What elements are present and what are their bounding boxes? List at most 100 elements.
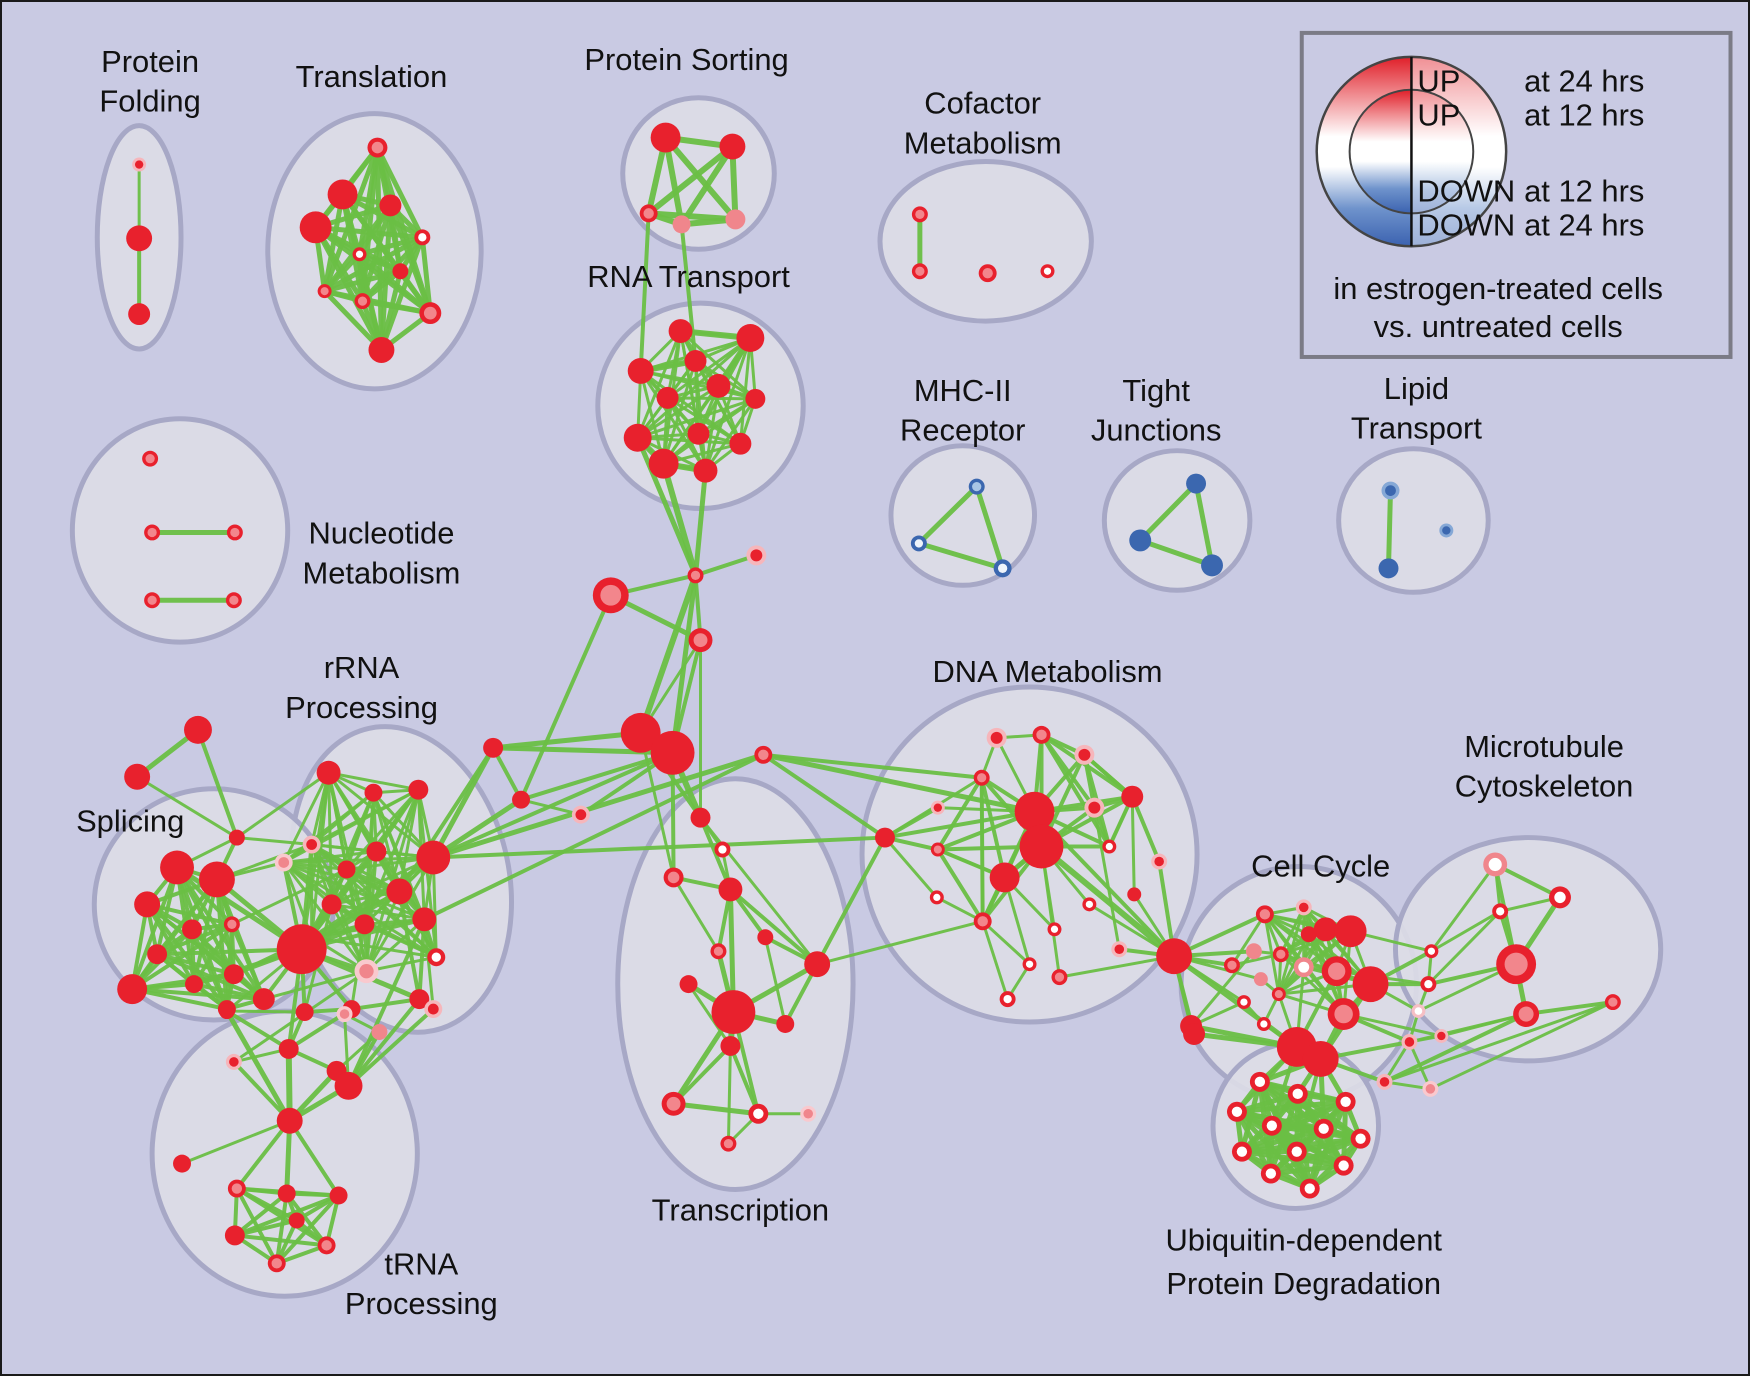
network-node (295, 1003, 314, 1022)
network-node-core (1105, 842, 1113, 851)
network-node-core (1292, 1088, 1303, 1100)
network-node (693, 458, 718, 483)
network-node-core (355, 250, 364, 258)
network-node (379, 194, 402, 217)
network-node-core (713, 946, 724, 956)
network-node-core (1338, 1160, 1349, 1171)
network-node (173, 1154, 191, 1173)
network-edge (679, 222, 698, 363)
network-node (368, 337, 395, 363)
network-node-core (134, 160, 144, 169)
network-edge (416, 788, 438, 959)
network-node (329, 1186, 348, 1205)
network-edge (672, 875, 720, 953)
network-edge (357, 234, 425, 257)
network-node-core (982, 268, 993, 279)
network-edge (180, 1119, 292, 1166)
network-edge (135, 775, 239, 840)
network-node-core (1318, 1123, 1329, 1134)
network-edge (364, 917, 426, 973)
cluster-label-trna-processing: tRNA (384, 1246, 458, 1281)
network-node-core (723, 1139, 734, 1149)
network-node-core (1227, 960, 1237, 970)
network-node (126, 225, 153, 252)
cluster-label-cofactor-metabolism: Metabolism (904, 126, 1062, 161)
cluster-label-nucleotide-metabolism: Nucleotide (308, 515, 454, 550)
network-node-core (915, 209, 925, 220)
network-node (729, 432, 752, 455)
network-edge (234, 1118, 292, 1191)
network-node-core (643, 208, 654, 219)
network-node-core (1240, 998, 1248, 1006)
network-node (299, 211, 332, 244)
network-node (745, 388, 766, 409)
network-node (1334, 915, 1367, 948)
network-edge (815, 919, 985, 966)
network-edge (1407, 1012, 1528, 1044)
network-node (364, 783, 383, 802)
network-edge (1342, 1012, 1443, 1038)
network-node-core (915, 266, 925, 276)
network-edge (287, 1118, 341, 1198)
network-node (412, 907, 437, 932)
network-node-core (147, 595, 157, 605)
cluster-label-nucleotide-metabolism: Metabolism (302, 555, 460, 590)
network-node (392, 263, 409, 280)
network-node-core (1608, 997, 1618, 1007)
network-node-core (1298, 902, 1309, 913)
network-node (416, 840, 451, 875)
network-node-core (371, 141, 384, 154)
network-edge (313, 224, 425, 240)
network-edge (282, 771, 331, 864)
cluster-label-microtubule-cytoskeleton: Microtubule (1464, 729, 1624, 764)
network-edge (195, 727, 239, 840)
cluster-labels: Protein Folding Translation Protein Sorting… (76, 42, 1633, 1321)
network-nodes (117, 122, 1621, 1273)
network-node-core (977, 916, 988, 927)
network-node (736, 324, 765, 352)
network-node (725, 209, 746, 230)
network-node-core (1340, 1096, 1351, 1107)
legend-down-12-time: at 12 hrs (1524, 173, 1644, 208)
network-node (1352, 966, 1389, 1003)
cluster-ellipse-mhc-ii-receptor (888, 443, 1038, 588)
network-node (989, 862, 1020, 893)
network-edge (671, 1043, 733, 1106)
cluster-label-ubiquitin-degradation: Ubiquitin-dependent (1165, 1222, 1442, 1257)
cluster-label-protein-sorting: Protein Sorting (584, 42, 788, 77)
network-edge (1057, 954, 1176, 979)
network-edge (1428, 1000, 1615, 1091)
network-edge (431, 835, 887, 860)
network-edge (1003, 875, 1032, 966)
network-node-core (1414, 1007, 1423, 1015)
network-edge (761, 752, 887, 840)
network-edge (327, 771, 420, 792)
network-edge (761, 752, 984, 780)
network-node (679, 975, 698, 994)
network-node-core (753, 1108, 764, 1119)
network-node (1129, 529, 1152, 552)
network-node-core (1054, 972, 1065, 982)
network-edge (345, 788, 420, 871)
cluster-label-protein-folding: Folding (99, 84, 200, 119)
network-node-core (977, 773, 987, 783)
network-edge (430, 797, 524, 860)
network-node-core (1276, 949, 1286, 959)
legend-caption-line1: in estrogen-treated cells (1333, 271, 1663, 306)
network-edge (262, 969, 368, 1001)
network-edge (299, 770, 331, 952)
network-edge (1038, 843, 1178, 960)
cluster-label-translation: Translation (296, 59, 448, 94)
network-node (650, 730, 695, 775)
legend-up-12-time: at 12 hrs (1524, 98, 1644, 133)
network-edge (1426, 909, 1502, 986)
network-node (483, 737, 504, 758)
network-node (1313, 917, 1338, 942)
network-edge (728, 887, 820, 967)
network-node (408, 779, 429, 800)
network-node-core (306, 839, 318, 850)
network-node (366, 841, 387, 862)
legend-down-24-time: at 24 hrs (1524, 207, 1644, 242)
network-edge (1279, 905, 1306, 956)
